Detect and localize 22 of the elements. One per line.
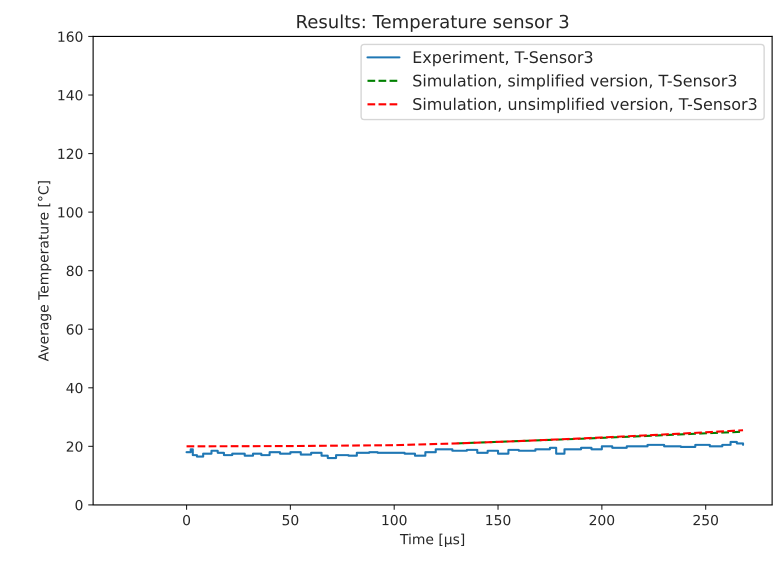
y-tick-label: 100 [58,207,82,218]
chart-title: Results: Temperature sensor 3 [297,14,568,32]
x-axis-title: Time [µs] [400,534,464,548]
y-tick-label: 160 [58,31,82,42]
legend-label: Simulation, simplified version, T-Sensor3 [413,74,736,90]
y-tick-label: 20 [66,441,82,452]
y-tick-label: 140 [58,90,82,100]
x-tick-label: 150 [486,514,510,526]
y-tick-label: 80 [66,266,82,276]
x-tick-label: 250 [693,514,718,526]
legend-label: Simulation, unsimplified version, T-Sensor3 [413,98,756,114]
x-tick-label: 200 [590,514,614,526]
y-axis-title: Average Temperature [°C] [38,181,52,362]
y-tick-label: 60 [66,324,82,335]
y-tick-label: 0 [75,500,82,510]
x-tick-label: 0 [183,514,190,526]
x-tick-label: 50 [282,514,298,526]
y-tick-label: 40 [66,382,82,394]
legend-label: Experiment, T-Sensor3 [414,50,592,66]
line-series [186,429,744,448]
x-tick-label: 100 [382,514,407,526]
y-tick-label: 120 [58,148,82,160]
